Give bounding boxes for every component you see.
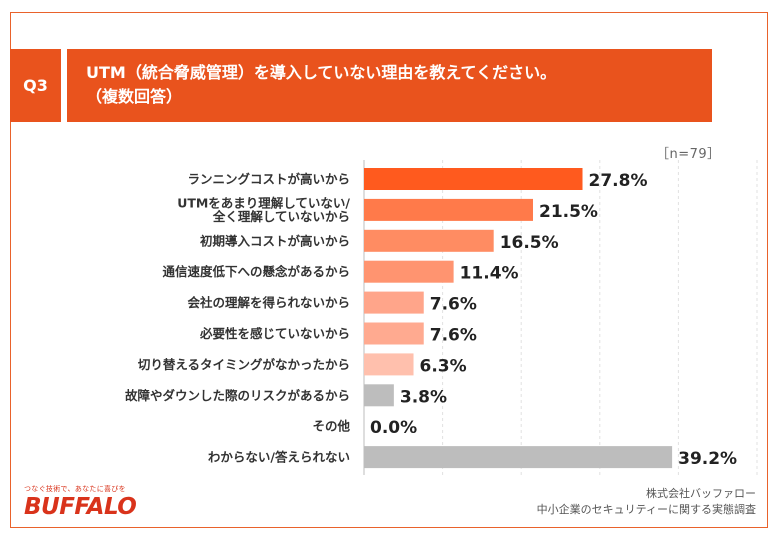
- bar: [364, 384, 394, 407]
- category-label: 初期導入コストが高いから: [200, 233, 350, 248]
- category-label: 故障やダウンした際のリスクがあるから: [125, 388, 350, 403]
- bar: [364, 446, 673, 469]
- bar: [364, 168, 583, 190]
- category-label: ランニングコストが高いから: [187, 172, 350, 187]
- value-label: 7.6%: [430, 326, 477, 346]
- question-title: UTM（統合脅威管理）を導入していない理由を教えてください。 （複数回答）: [67, 49, 712, 122]
- value-label: 39.2%: [678, 449, 737, 469]
- category-label: 必要性を感じていないから: [199, 326, 350, 341]
- bar: [364, 291, 424, 314]
- buffalo-logo: BUFFALO: [24, 494, 137, 520]
- brand-block: つなぐ技術で、あなたに喜びを BUFFALO: [24, 484, 137, 520]
- company-name: 株式会社バッファロー: [646, 487, 756, 500]
- category-label: UTMをあまり理解していない/: [177, 195, 350, 210]
- company-info: 株式会社バッファロー 中小企業のセキュリティーに関する実態調査: [537, 486, 756, 518]
- survey-title: 中小企業のセキュリティーに関する実態調査: [536, 503, 756, 516]
- category-label: 全く理解していないから: [212, 209, 350, 224]
- value-label: 6.3%: [420, 356, 467, 376]
- category-label: 切り替えるタイミングがなかったから: [138, 357, 350, 372]
- value-label: 16.5%: [500, 233, 559, 253]
- category-label: 通信速度低下への懸念があるから: [162, 264, 350, 279]
- category-labels: ランニングコストが高いから UTMをあまり理解していない/全く理解していないから初…: [125, 172, 351, 465]
- title-line-2: （複数回答）: [86, 87, 183, 106]
- bar: [364, 198, 533, 221]
- category-label: 会社の理解を得られないから: [187, 295, 350, 310]
- brand-tagline: つなぐ技術で、あなたに喜びを: [24, 485, 126, 493]
- bar: [364, 322, 424, 345]
- value-label: 21.5%: [539, 202, 598, 222]
- value-label: 27.8%: [589, 171, 648, 191]
- question-badge: Q3: [10, 49, 61, 122]
- sample-size-label: ［n=79］: [656, 147, 721, 162]
- bar: [364, 229, 494, 252]
- bars: [364, 168, 673, 469]
- category-label: その他: [312, 419, 350, 434]
- bar: [364, 260, 454, 283]
- bar: [364, 353, 414, 376]
- value-label: 0.0%: [370, 418, 417, 438]
- title-line-1: UTM（統合脅威管理）を導入していない理由を教えてください。: [86, 63, 557, 82]
- category-label: わからない/答えられない: [208, 450, 350, 465]
- value-labels: 27.8% 21.5% 16.5% 11.4% 7.6% 7.6% 6.3% 3.8% 0.0%…: [370, 171, 737, 469]
- value-label: 7.6%: [430, 295, 477, 315]
- value-label: 11.4%: [460, 264, 519, 284]
- value-label: 3.8%: [400, 387, 447, 407]
